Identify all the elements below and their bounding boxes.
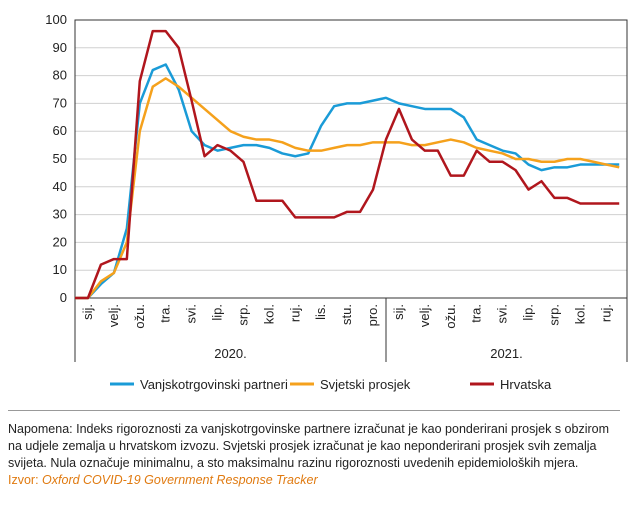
x-tick-label: sij. — [80, 304, 95, 320]
legend-label: Svjetski prosjek — [320, 377, 411, 392]
series-line — [75, 77, 620, 300]
x-tick-label: pro. — [365, 304, 380, 326]
y-tick-label: 60 — [53, 123, 67, 138]
x-tick-label: kol. — [261, 304, 276, 324]
year-label: 2021. — [490, 346, 523, 361]
x-tick-label: ožu. — [443, 304, 458, 329]
y-tick-label: 80 — [53, 68, 67, 83]
series-line — [75, 63, 620, 300]
y-tick-label: 0 — [60, 290, 67, 305]
chart: 0 10 20 30 40 50 60 70 80 90 100 sij. velj. ožu. tra. s… — [45, 12, 628, 392]
y-tick-label: 30 — [53, 207, 67, 222]
y-tick-label: 50 — [53, 151, 67, 166]
x-tick-label: lis. — [313, 304, 328, 320]
x-tick-label: velj. — [417, 304, 432, 327]
source: Oxford COVID-19 Government Response Trac… — [42, 473, 318, 487]
y-tick-label: 90 — [53, 40, 67, 55]
y-tick-label: 100 — [45, 12, 67, 27]
x-tick-label: lip. — [521, 304, 536, 321]
series-line — [75, 29, 620, 300]
x-tick-label: tra. — [469, 304, 484, 323]
x-tick-label: svi. — [184, 304, 199, 324]
source-label: Izvor: — [8, 473, 39, 487]
notes: Napomena: Indeks rigoroznosti za vanjsko… — [8, 410, 620, 489]
x-tick-label: srp. — [235, 304, 250, 326]
x-tick-label: tra. — [158, 304, 173, 323]
x-tick-label: stu. — [339, 304, 354, 325]
x-tick-label: ožu. — [132, 304, 147, 329]
x-tick-label: ruj. — [287, 304, 302, 322]
y-tick-label: 70 — [53, 95, 67, 110]
x-tick-label: svi. — [495, 304, 510, 324]
source-line: Izvor: Oxford COVID-19 Government Respon… — [8, 472, 620, 489]
x-tick-label: velj. — [106, 304, 121, 327]
note: Napomena: Indeks rigoroznosti za vanjsko… — [8, 422, 610, 470]
x-tick-label: kol. — [572, 304, 587, 324]
y-tick-label: 40 — [53, 179, 67, 194]
legend-label: Hrvatska — [500, 377, 552, 392]
x-tick-label: srp. — [546, 304, 561, 326]
x-tick-label: sij. — [391, 304, 406, 320]
x-tick-label: ruj. — [598, 304, 613, 322]
plot-frame — [74, 19, 628, 299]
y-tick-label: 10 — [53, 262, 67, 277]
year-label: 2020. — [214, 346, 247, 361]
y-tick-label: 20 — [53, 234, 67, 249]
legend-label: Vanjskotrgovinski partneri — [140, 377, 288, 392]
x-tick-label: lip. — [210, 304, 225, 321]
